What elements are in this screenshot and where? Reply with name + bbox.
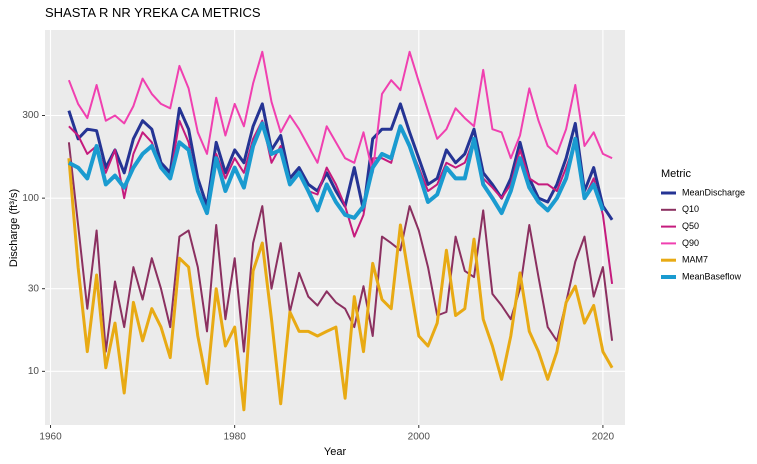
legend-title: Metric (661, 168, 691, 180)
series-line (67, 121, 605, 220)
plot-panel (45, 30, 625, 425)
y-axis-title: Discharge (ft³/s) (8, 189, 20, 267)
x-tick-label: 2020 (592, 432, 615, 443)
series-line (67, 158, 614, 412)
legend-label: MeanDischarge (682, 187, 745, 197)
legend-label: MAM7 (682, 255, 708, 265)
y-tick-label: 300 (22, 110, 39, 121)
legend-label: Q10 (682, 204, 699, 214)
x-tick-label: 2000 (408, 432, 431, 443)
chart-title: SHASTA R NR YREKA CA METRICS (45, 5, 261, 20)
x-axis-title: Year (324, 446, 347, 458)
series-line (67, 102, 614, 221)
y-tick-label: 30 (28, 283, 40, 294)
legend-label: MeanBaseflow (682, 271, 742, 281)
x-tick-label: 1980 (224, 432, 247, 443)
legend-label: Q90 (682, 238, 699, 248)
legend-label: Q50 (682, 221, 699, 231)
x-tick-label: 1960 (39, 432, 62, 443)
series-line (67, 50, 613, 174)
y-tick-label: 100 (22, 193, 39, 204)
y-tick-label: 10 (28, 366, 40, 377)
